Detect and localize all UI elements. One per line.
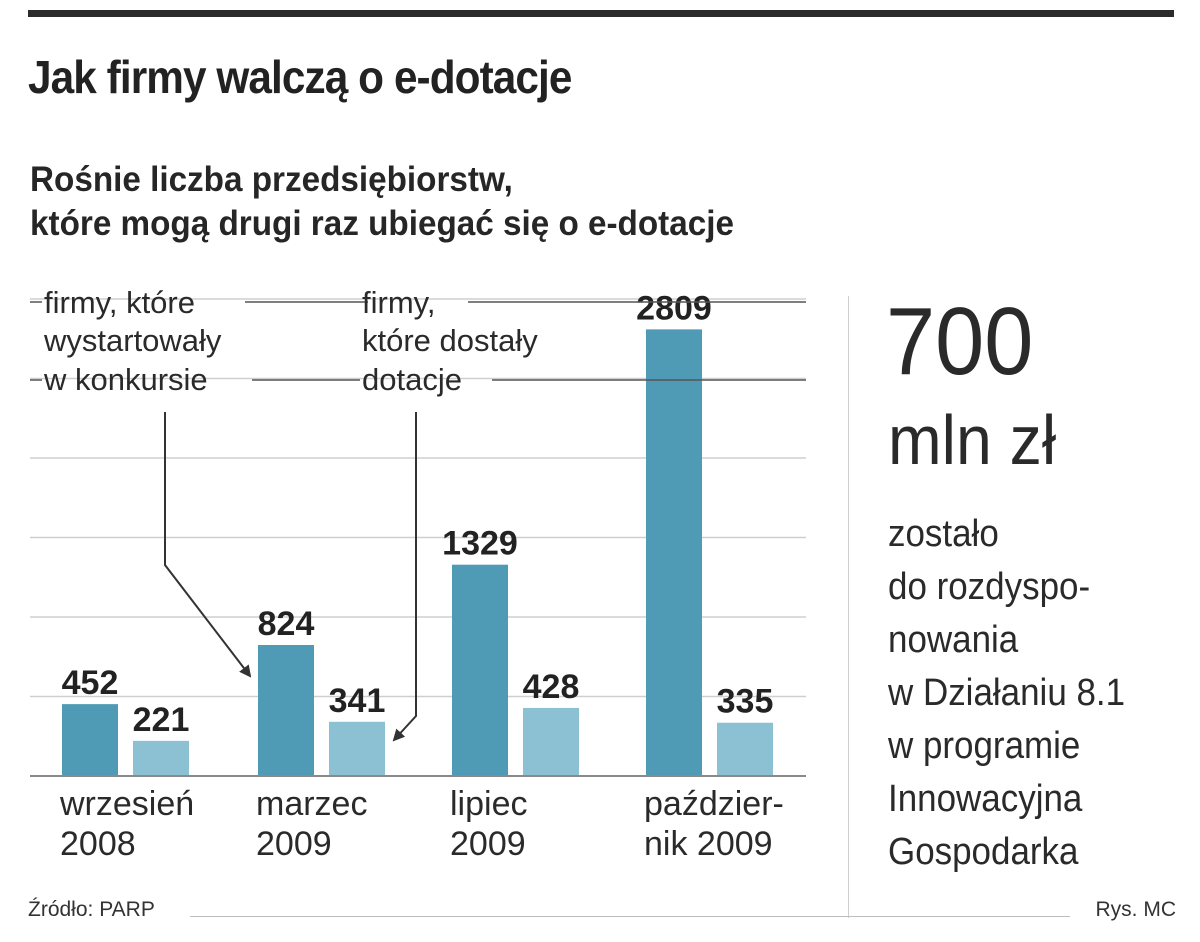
legend-label-funded: które dostały (362, 323, 538, 358)
bar-started (258, 644, 314, 776)
vertical-divider (848, 296, 849, 918)
description-line: w programie (888, 725, 1081, 767)
category-label: nik 2009 (644, 825, 773, 863)
value-label: 428 (523, 668, 580, 706)
bar-funded (133, 740, 189, 776)
category-label: paździer- (644, 785, 784, 823)
footer-rule (190, 916, 1070, 917)
value-label: 1329 (442, 525, 518, 563)
subtitle-line: które mogą drugi raz ubiegać się o e-dot… (30, 204, 734, 243)
source-note: Źródło: PARP (28, 898, 155, 921)
bar-started (62, 704, 118, 776)
category-label: lipiec (450, 785, 527, 823)
category-label: 2009 (450, 825, 526, 863)
bar-funded (523, 707, 579, 776)
arrow-started (164, 412, 252, 678)
subtitle-line: Rośnie liczba przedsiębiorstw, (30, 160, 513, 199)
highlight-unit: mln zł (888, 401, 1057, 479)
legend-label-started: firmy, które (44, 285, 195, 320)
bar-started (646, 329, 702, 776)
value-label: 335 (717, 683, 774, 721)
credit-note: Rys. MC (1095, 898, 1177, 921)
description-line: zostało (888, 513, 999, 555)
description-line: Innowacyjna (888, 778, 1083, 820)
description-line: Gospodarka (888, 831, 1079, 873)
legend-label-funded: dotacje (362, 362, 462, 397)
description-line: nowania (888, 619, 1019, 661)
category-label: marzec (256, 785, 367, 823)
description-line: do rozdyspo- (888, 566, 1091, 608)
highlight-value: 700 (886, 288, 1034, 395)
category-label: 2009 (256, 825, 332, 863)
top-rule (28, 10, 1174, 17)
value-label: 221 (133, 701, 190, 739)
chart-subtitle: Rośnie liczba przedsiębiorstw, które mog… (30, 158, 734, 246)
description-line: w Działaniu 8.1 (888, 672, 1126, 714)
chart-title: Jak firmy walczą o e-dotacje (28, 51, 572, 103)
legend-label-started: wystartowały (43, 323, 222, 358)
category-label: wrzesień (59, 785, 194, 823)
value-label: 824 (258, 605, 315, 643)
bar-funded (329, 721, 385, 776)
arrow-funded (392, 412, 417, 742)
bar-funded (717, 722, 773, 776)
legend-label-started: w konkursie (43, 362, 208, 397)
bar-started (452, 564, 508, 776)
value-label: 341 (329, 682, 386, 720)
legend-label-funded: firmy, (362, 285, 435, 320)
highlight-description: zostało do rozdyspo- nowania w Działaniu… (888, 508, 1125, 879)
category-label: 2008 (60, 825, 136, 863)
value-label: 2809 (636, 289, 712, 327)
value-label: 452 (62, 664, 119, 702)
